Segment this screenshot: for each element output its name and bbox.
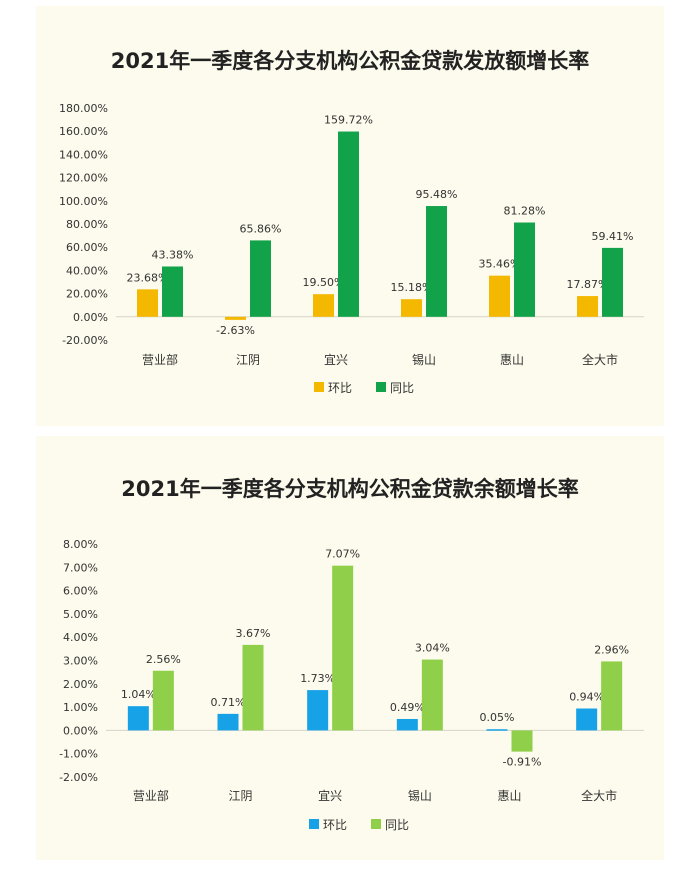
- chart-title: 2021年一季度各分支机构公积金贷款发放额增长率: [111, 49, 589, 73]
- legend-swatch: [314, 382, 324, 392]
- y-tick-label: 2.00%: [63, 678, 98, 691]
- y-tick-label: 80.00%: [66, 218, 108, 231]
- y-tick-label: 40.00%: [66, 264, 108, 277]
- data-label: 3.67%: [236, 627, 271, 640]
- data-label: 95.48%: [416, 188, 458, 201]
- data-label: 3.04%: [415, 642, 450, 655]
- x-tick-label: 营业部: [133, 788, 169, 803]
- chart-panel-issuance: 2021年一季度各分支机构公积金贷款发放额增长率 -20.00% 0.00% 20.…: [36, 6, 664, 426]
- y-tick-label: -2.00%: [59, 771, 98, 784]
- bar-mom: [576, 708, 598, 731]
- x-tick-label: 宜兴: [318, 788, 342, 803]
- bar-mom: [489, 275, 510, 317]
- bar-mom: [401, 299, 422, 317]
- y-tick-label: 120.00%: [59, 172, 108, 185]
- legend-swatch: [371, 819, 381, 829]
- y-tick-label: 140.00%: [59, 148, 108, 161]
- chart-balance-growth: 2021年一季度各分支机构公积金贷款余额增长率 -2.00% -1.00% 0.00…: [59, 477, 644, 832]
- y-tick-label: 60.00%: [66, 241, 108, 254]
- x-tick-label: 全大市: [581, 788, 617, 803]
- y-tick-label: 20.00%: [66, 288, 108, 301]
- y-tick-label: 160.00%: [59, 125, 108, 138]
- y-tick-label: 5.00%: [63, 608, 98, 621]
- data-label: 59.41%: [592, 230, 634, 243]
- bar-yoy: [426, 206, 447, 317]
- data-label: 0.71%: [211, 696, 246, 709]
- bar-yoy: [601, 661, 623, 731]
- bar-yoy: [332, 565, 354, 731]
- x-tick-label: 惠山: [497, 789, 521, 803]
- y-tick-label: 0.00%: [63, 724, 98, 737]
- data-label: 65.86%: [240, 222, 282, 235]
- y-tick-label: 1.00%: [63, 701, 98, 714]
- x-tick-label: 全大市: [582, 352, 618, 367]
- data-label: 19.50%: [303, 276, 345, 289]
- legend-label: 环比: [328, 381, 352, 395]
- bar-mom: [313, 294, 334, 317]
- bar-yoy: [152, 670, 174, 731]
- data-label: 81.28%: [504, 205, 546, 218]
- data-label: 7.07%: [325, 548, 360, 561]
- data-label: 1.04%: [121, 688, 156, 701]
- x-tick-label: 锡山: [412, 352, 436, 367]
- y-tick-label: -20.00%: [62, 334, 108, 347]
- x-tick-label: 锡山: [408, 788, 432, 803]
- data-label: 0.49%: [390, 701, 425, 714]
- bar-yoy: [602, 247, 623, 317]
- data-label: 17.87%: [567, 278, 609, 291]
- y-tick-label: -1.00%: [59, 748, 98, 761]
- data-label: 1.73%: [300, 672, 335, 685]
- x-tick-label: 江阴: [228, 789, 252, 803]
- data-label: 15.18%: [391, 281, 433, 294]
- x-tick-label: 惠山: [500, 353, 524, 367]
- data-label: 2.96%: [594, 643, 629, 656]
- chart-title: 2021年一季度各分支机构公积金贷款余额增长率: [121, 477, 578, 501]
- y-tick-label: 8.00%: [63, 538, 98, 551]
- legend-label: 环比: [323, 818, 347, 832]
- y-tick-label: 4.00%: [63, 631, 98, 644]
- data-label: 2.56%: [146, 653, 181, 666]
- data-label: -2.63%: [216, 324, 255, 337]
- legend-swatch: [376, 382, 386, 392]
- bar-mom: [577, 296, 598, 317]
- y-tick-label: 100.00%: [59, 195, 108, 208]
- legend-label: 同比: [385, 818, 409, 832]
- bar-mom: [217, 713, 239, 731]
- bar-mom: [486, 729, 508, 731]
- bar-mom: [307, 690, 329, 731]
- y-tick-label: 3.00%: [63, 655, 98, 668]
- x-tick-label: 江阴: [236, 353, 260, 367]
- bar-mom: [127, 706, 149, 731]
- bar-yoy: [338, 131, 359, 317]
- bar-yoy: [242, 644, 264, 731]
- bar-mom: [137, 289, 158, 317]
- bar-mom: [396, 718, 418, 731]
- legend-label: 同比: [390, 381, 414, 395]
- x-tick-label: 营业部: [142, 352, 178, 367]
- data-label: 0.05%: [480, 711, 515, 724]
- data-label: 159.72%: [324, 114, 373, 127]
- data-label: 0.94%: [569, 690, 604, 703]
- y-tick-label: 6.00%: [63, 585, 98, 598]
- bar-mom: [225, 316, 246, 320]
- bar-yoy: [511, 730, 533, 752]
- data-label: -0.91%: [503, 756, 542, 769]
- chart-panel-balance: 2021年一季度各分支机构公积金贷款余额增长率 -2.00% -1.00% 0.00…: [36, 436, 664, 860]
- legend-swatch: [309, 819, 319, 829]
- y-tick-label: 180.00%: [59, 102, 108, 115]
- bar-yoy: [250, 240, 271, 317]
- x-tick-label: 宜兴: [324, 352, 348, 367]
- chart-issuance-growth: 2021年一季度各分支机构公积金贷款发放额增长率 -20.00% 0.00% 20.…: [59, 49, 644, 395]
- bar-yoy: [421, 659, 443, 731]
- data-label: 35.46%: [479, 258, 521, 271]
- y-tick-label: 7.00%: [63, 561, 98, 574]
- data-label: 23.68%: [127, 271, 169, 284]
- bar-yoy: [514, 222, 535, 317]
- data-label: 43.38%: [152, 248, 194, 261]
- bar-yoy: [162, 266, 183, 317]
- y-tick-label: 0.00%: [73, 311, 108, 324]
